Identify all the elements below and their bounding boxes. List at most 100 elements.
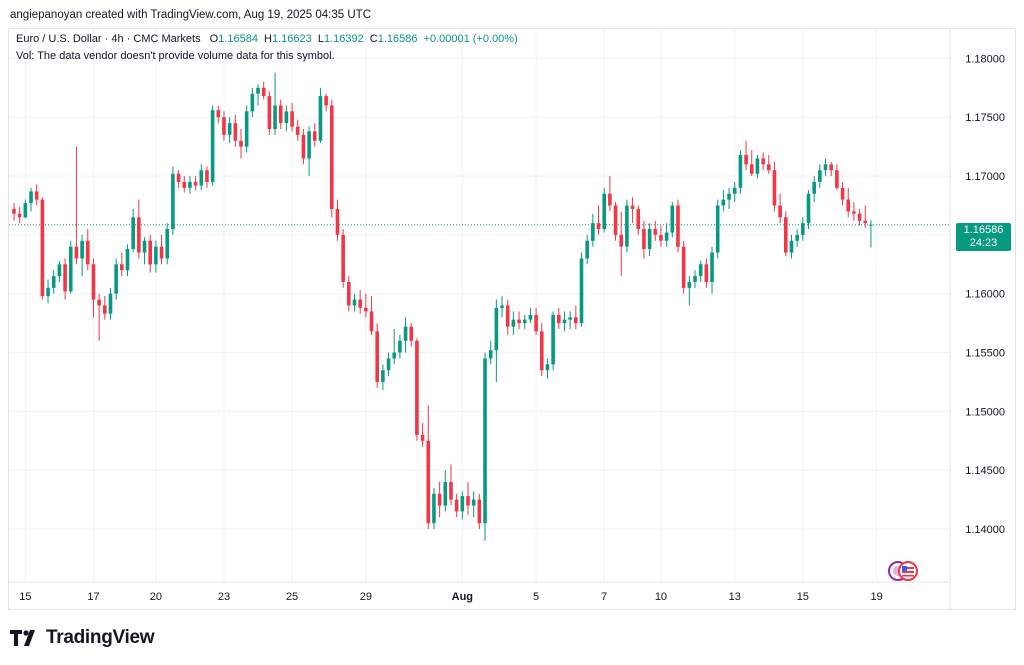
- candle: [193, 176, 198, 191]
- candle-body: [630, 205, 635, 210]
- candle: [250, 87, 255, 118]
- candle: [664, 223, 669, 247]
- candle-body: [273, 105, 277, 130]
- candle-body: [653, 229, 658, 235]
- candle-body: [210, 110, 215, 182]
- candle: [596, 205, 601, 235]
- candle-body: [222, 117, 226, 135]
- candle: [619, 211, 624, 277]
- price-tick-label: 1.14500: [965, 465, 1005, 477]
- candle: [789, 234, 794, 259]
- candle: [364, 293, 368, 318]
- candle-body: [670, 205, 675, 233]
- candle: [863, 205, 868, 228]
- price-axis[interactable]: 1.180001.175001.170001.165001.160001.155…: [965, 53, 1005, 536]
- price-tick-label: 1.16000: [965, 289, 1005, 301]
- candle-body: [250, 93, 255, 112]
- candle-body: [715, 205, 720, 253]
- candle-body: [12, 209, 16, 214]
- candle: [562, 311, 567, 332]
- candle: [721, 190, 726, 212]
- candle: [443, 470, 448, 512]
- news-flags-icon[interactable]: [887, 560, 921, 582]
- candle-body: [778, 205, 782, 218]
- candle: [534, 307, 538, 335]
- candle: [188, 176, 192, 194]
- candle: [415, 338, 419, 441]
- candle-body: [103, 305, 107, 314]
- tradingview-logo[interactable]: TradingView: [10, 627, 155, 649]
- candle-body: [732, 187, 737, 194]
- candle-body: [795, 234, 799, 241]
- candle: [369, 296, 374, 335]
- price-tick-label: 1.17500: [965, 112, 1005, 124]
- candle-body: [591, 223, 595, 241]
- candle: [210, 105, 215, 186]
- candle-body: [227, 123, 232, 135]
- candle: [715, 199, 720, 259]
- candle-body: [358, 299, 362, 308]
- candle: [216, 105, 221, 124]
- candle: [233, 114, 238, 147]
- candle: [295, 119, 300, 141]
- time-tick-label: 20: [150, 591, 162, 603]
- chart-attribution: angiepanoyan created with TradingView.co…: [10, 9, 371, 21]
- candle-body: [165, 229, 170, 259]
- candle-body: [91, 264, 96, 300]
- time-tick-label: 19: [870, 591, 882, 603]
- candle: [818, 164, 822, 188]
- candle-body: [806, 193, 811, 224]
- candle-body: [131, 217, 135, 250]
- last-price-label: 1.16586 24:23: [956, 223, 1011, 251]
- candle: [278, 99, 283, 130]
- candle: [710, 246, 714, 294]
- time-axis[interactable]: 15 17 20 23 25 29 Aug 5 7 10 13 15 19: [19, 591, 883, 603]
- candle-body: [857, 213, 862, 221]
- candle: [154, 240, 158, 273]
- candle-body: [46, 287, 50, 297]
- candle: [114, 258, 118, 300]
- candle-body: [710, 252, 714, 282]
- candle-body: [307, 131, 311, 159]
- candle: [846, 187, 851, 218]
- candle-body: [460, 496, 465, 512]
- candle-body: [534, 314, 538, 332]
- candle: [409, 323, 414, 347]
- candle: [466, 481, 470, 515]
- symbol-name: Euro / U.S. Dollar · 4h · CMC Markets: [16, 33, 201, 45]
- candle-body: [704, 264, 709, 282]
- candle-body: [426, 440, 431, 524]
- symbol-legend[interactable]: Euro / U.S. Dollar · 4h · CMC Markets O1…: [16, 33, 518, 45]
- candle: [500, 296, 504, 318]
- candle-body: [846, 199, 851, 212]
- candle: [171, 166, 175, 235]
- tradingview-logo-text: TradingView: [46, 627, 155, 648]
- candle: [227, 117, 232, 144]
- candle: [205, 166, 209, 188]
- candle: [330, 99, 334, 218]
- time-tick-label: 13: [729, 591, 741, 603]
- candle: [68, 240, 73, 294]
- candle: [539, 323, 544, 377]
- time-tick-label: 17: [87, 591, 99, 603]
- candle: [307, 126, 311, 177]
- chart-pane[interactable]: [8, 28, 1016, 610]
- candle-body: [642, 229, 646, 250]
- candle: [857, 209, 862, 226]
- candle: [659, 225, 663, 247]
- candle-body: [85, 240, 90, 265]
- candle-body: [625, 205, 629, 247]
- candle: [647, 223, 652, 257]
- candle-body: [698, 264, 703, 277]
- candle: [165, 223, 170, 265]
- candle: [403, 317, 408, 353]
- candle: [358, 290, 362, 314]
- candle-body: [415, 340, 419, 435]
- candle-body: [840, 187, 845, 200]
- candle-body: [471, 499, 476, 506]
- candle: [772, 161, 777, 212]
- candle: [744, 140, 748, 171]
- candle: [574, 305, 578, 330]
- candle: [12, 203, 16, 221]
